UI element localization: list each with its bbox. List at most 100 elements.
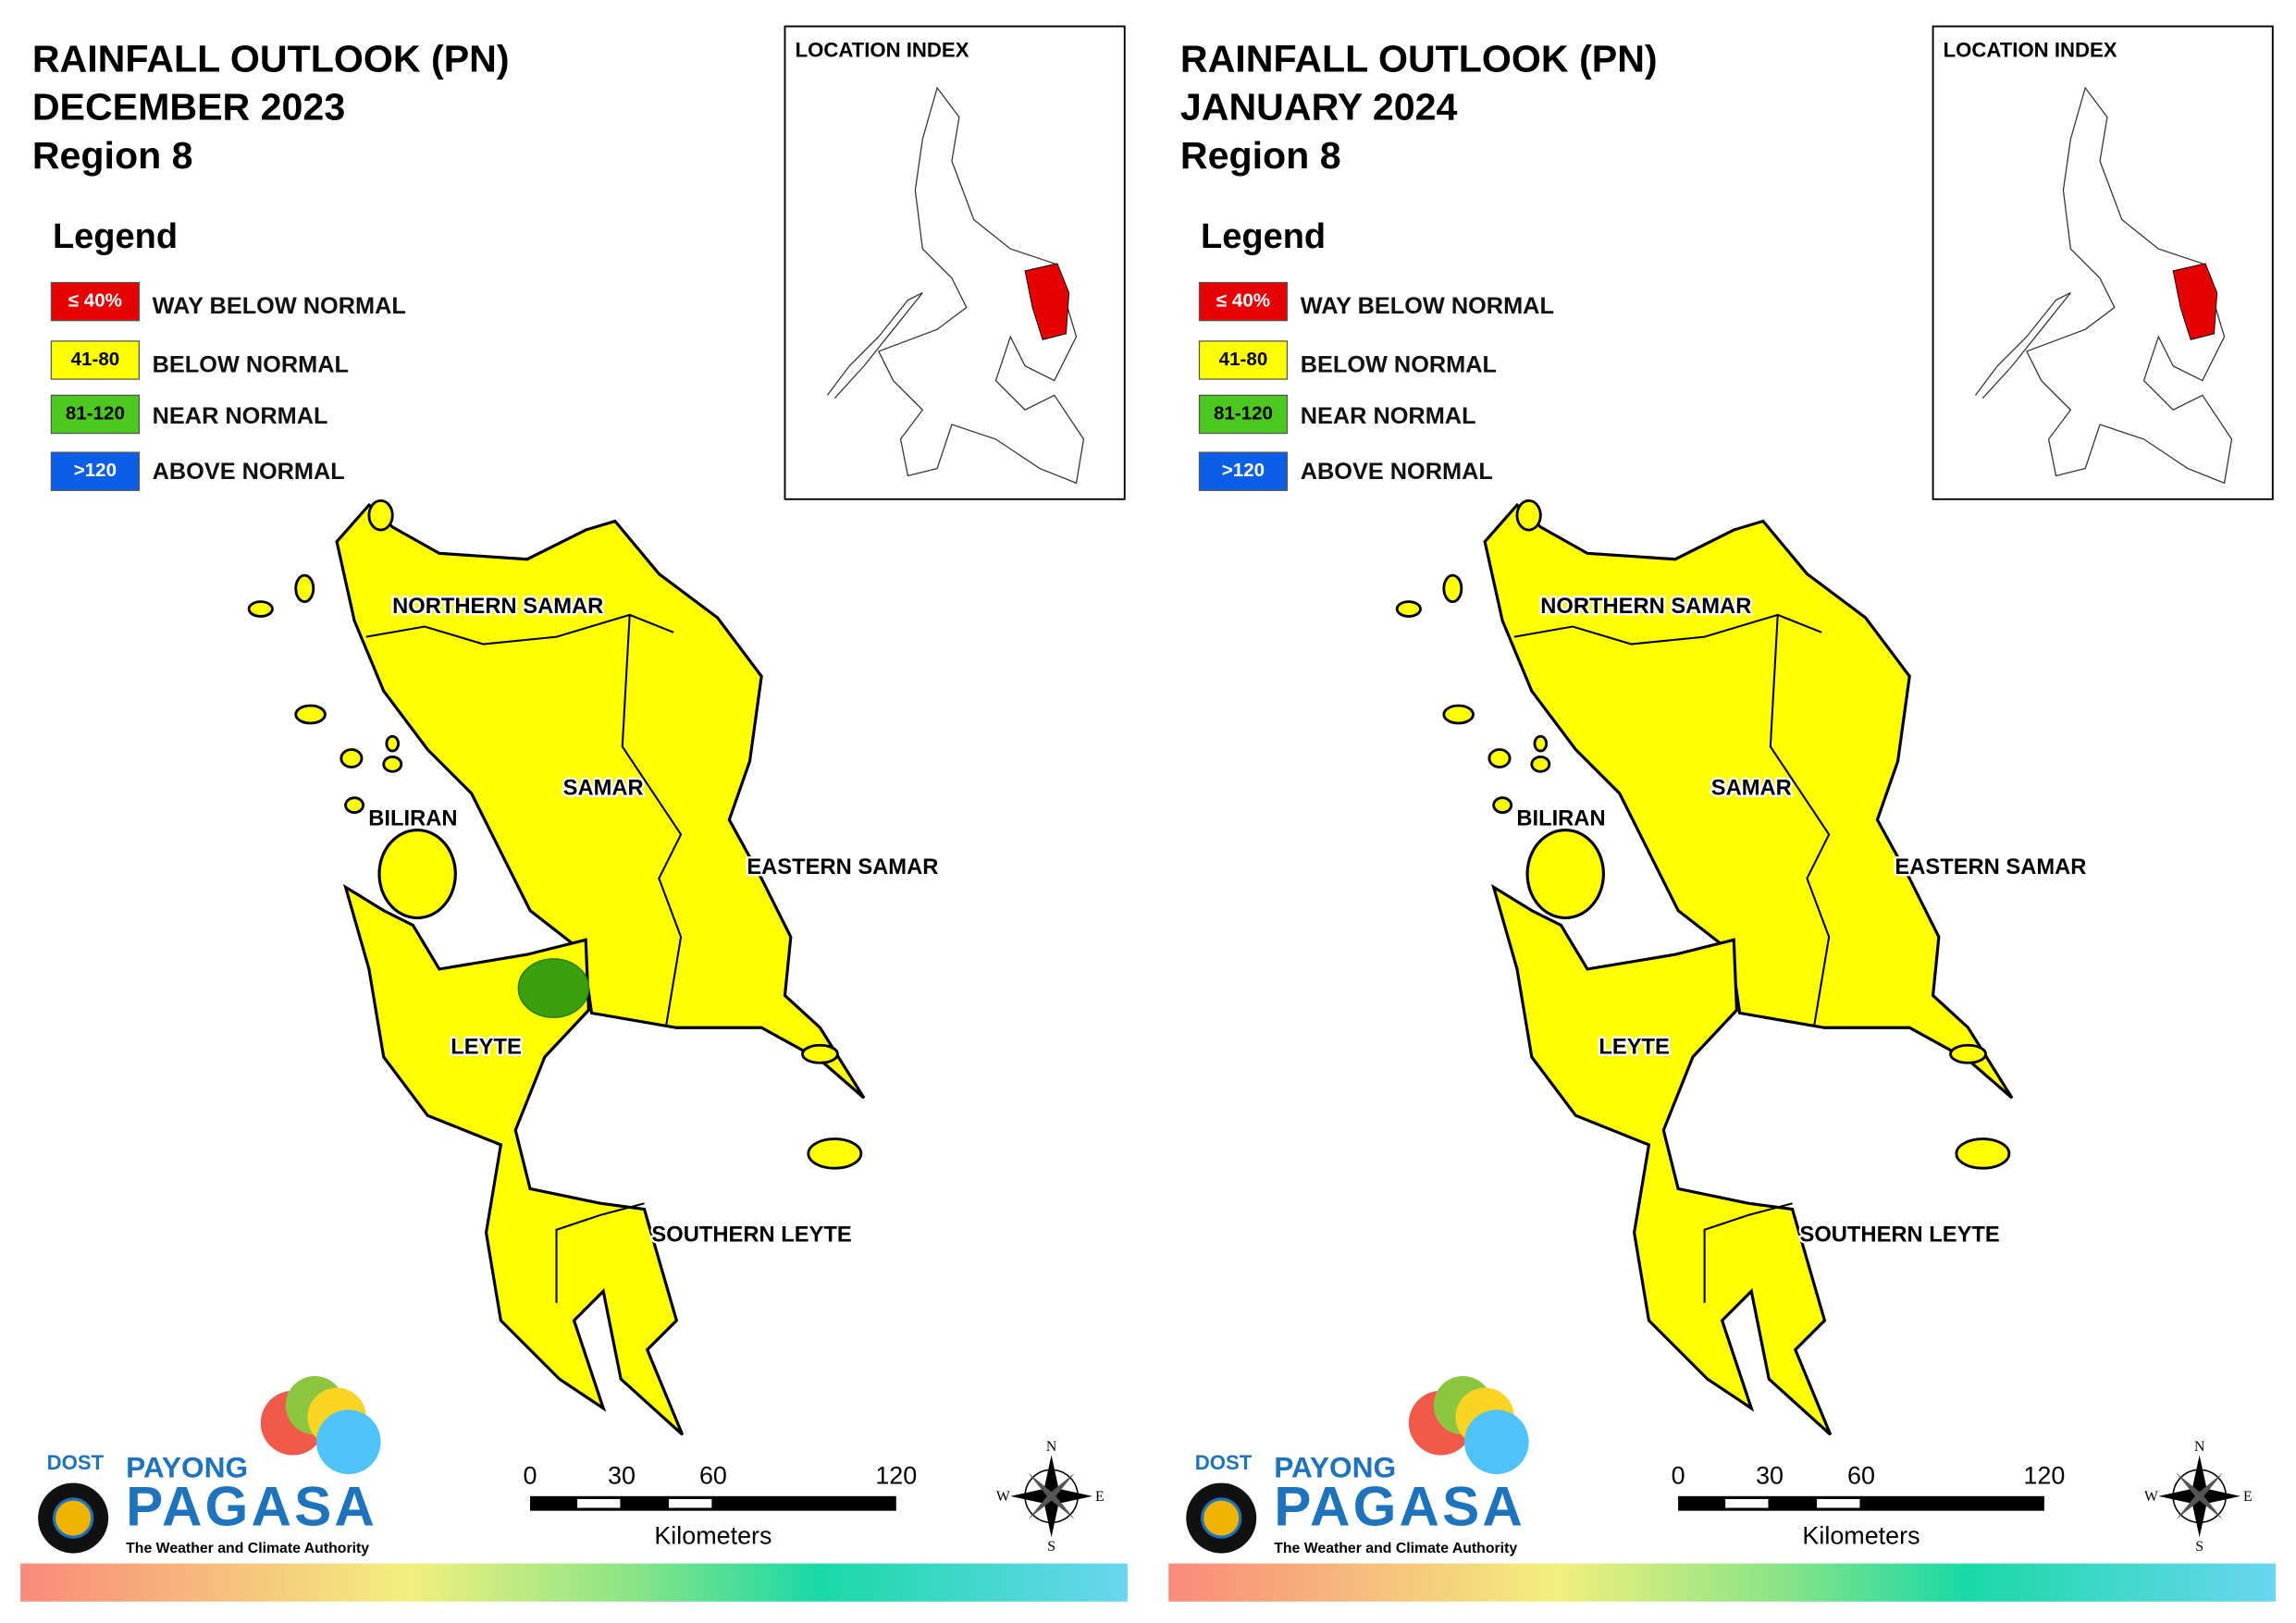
legend-swatch-text: 41-80 <box>71 349 120 370</box>
title-line: RAINFALL OUTLOOK (PN) <box>32 37 510 80</box>
legend-label: BELOW NORMAL <box>1301 351 1497 377</box>
logo-line2: PAGASA <box>1274 1476 1525 1538</box>
scale-unit: Kilometers <box>1802 1521 1920 1549</box>
islet <box>1442 704 1475 725</box>
compass-star-diag <box>2176 1472 2223 1520</box>
scale-tick-label: 30 <box>608 1461 636 1489</box>
islet <box>807 1137 863 1170</box>
scale-tick-label: 0 <box>1672 1461 1685 1489</box>
province-label: SOUTHERN LEYTE <box>651 1223 851 1247</box>
province-label: EASTERN SAMAR <box>1895 855 2086 879</box>
philippines-outline <box>2025 86 2233 485</box>
islet <box>344 796 365 814</box>
province-label: SAMAR <box>1711 777 1792 801</box>
panel: RAINFALL OUTLOOK (PN) JANUARY 2024 Region … <box>1168 25 2276 1602</box>
legend-swatch <box>50 281 141 322</box>
color-band <box>20 1563 1128 1602</box>
province-boundary <box>365 613 674 646</box>
legend-label: ABOVE NORMAL <box>1301 459 1493 485</box>
scale-bar-segment <box>669 1498 712 1508</box>
umbrella-part <box>315 1409 381 1475</box>
color-band <box>1168 1563 2276 1602</box>
compass-star-diag <box>1028 1472 1075 1520</box>
legend-label: ABOVE NORMAL <box>153 459 345 485</box>
province-boundary <box>555 1202 645 1303</box>
province-boundary <box>621 614 683 1026</box>
compass-letter: S <box>2195 1539 2203 1555</box>
logo-agency: DOST <box>47 1451 105 1474</box>
biliran-island <box>1525 828 1605 920</box>
province-label: NORTHERN SAMAR <box>1540 595 1751 619</box>
province-label: BILIRAN <box>368 807 457 831</box>
province-boundary <box>1769 614 1831 1026</box>
panel: RAINFALL OUTLOOK (PN) DECEMBER 2023 Region… <box>20 25 1128 1602</box>
islet <box>339 748 364 768</box>
title-line: RAINFALL OUTLOOK (PN) <box>1180 37 1658 80</box>
compass-letter: W <box>2144 1489 2158 1505</box>
legend-swatch-text: ≤ 40% <box>68 290 122 312</box>
legend-swatch-text: ≤ 40% <box>1216 290 1270 312</box>
islet <box>385 734 401 753</box>
legend-swatch <box>50 340 141 380</box>
compass-letter: S <box>1047 1539 1055 1555</box>
compass-letter: W <box>996 1489 1010 1505</box>
islet <box>382 755 403 773</box>
title-line: Region 8 <box>1180 134 1341 177</box>
palawan-outline <box>1974 292 2071 400</box>
compass-letter: E <box>1095 1489 1105 1505</box>
legend-swatch <box>50 394 141 435</box>
islet <box>801 1043 839 1064</box>
scale-bar-segment <box>1860 1498 2043 1508</box>
province-boundary <box>1513 613 1822 646</box>
islet <box>1955 1137 2011 1170</box>
philippines-outline <box>877 86 1085 485</box>
legend-label: BELOW NORMAL <box>153 351 349 377</box>
scale-tick-label: 60 <box>1847 1461 1875 1489</box>
title-line: JANUARY 2024 <box>1180 86 1458 129</box>
location-index-title: LOCATION INDEX <box>796 38 969 61</box>
scale-tick-label: 60 <box>699 1461 727 1489</box>
legend-swatch <box>1198 451 1289 491</box>
logo-agency: DOST <box>1195 1451 1253 1474</box>
province-label: EASTERN SAMAR <box>747 855 938 879</box>
scale-tick-label: 0 <box>524 1461 537 1489</box>
province-label: SAMAR <box>563 777 644 801</box>
legend-label: NEAR NORMAL <box>1301 403 1476 429</box>
near-normal-area <box>517 958 590 1018</box>
logo-line1: PAYONG <box>1274 1451 1396 1484</box>
content: RAINFALL OUTLOOK (PN) DECEMBER 2023 Region… <box>20 25 2276 1602</box>
islet <box>1515 498 1542 532</box>
islet <box>1533 734 1549 753</box>
logo-line1: PAYONG <box>126 1451 248 1484</box>
legend-title: Legend <box>1201 217 1326 256</box>
seal <box>52 1497 94 1539</box>
scale-bar-segment <box>1817 1498 1860 1508</box>
legend-swatch <box>1198 340 1289 380</box>
leyte-island <box>342 883 685 1436</box>
province-label: BILIRAN <box>1516 807 1605 831</box>
scale-tick-label: 120 <box>875 1461 917 1489</box>
scale-bar-segment <box>712 1498 895 1508</box>
islet <box>1442 573 1463 604</box>
samar-island <box>335 502 866 1100</box>
palawan-outline <box>826 292 923 400</box>
islet <box>1949 1043 1987 1064</box>
legend-label: WAY BELOW NORMAL <box>1301 293 1554 319</box>
legend-swatch <box>1198 394 1289 435</box>
leyte-island <box>1491 883 1833 1436</box>
province-boundary <box>1703 1202 1793 1303</box>
logo-line2: PAGASA <box>126 1476 377 1538</box>
province-label: LEYTE <box>451 1036 522 1060</box>
legend-title: Legend <box>53 217 178 256</box>
legend-label: NEAR NORMAL <box>153 403 328 429</box>
scale-tick-label: 120 <box>2023 1461 2065 1489</box>
logo-tagline: The Weather and Climate Authority <box>126 1541 369 1556</box>
province-label: SOUTHERN LEYTE <box>1800 1223 2000 1247</box>
location-index-title: LOCATION INDEX <box>1944 38 2117 61</box>
scale-unit: Kilometers <box>654 1521 772 1549</box>
title-line: Region 8 <box>32 134 193 177</box>
islet <box>247 600 274 618</box>
biliran-island <box>377 828 457 920</box>
